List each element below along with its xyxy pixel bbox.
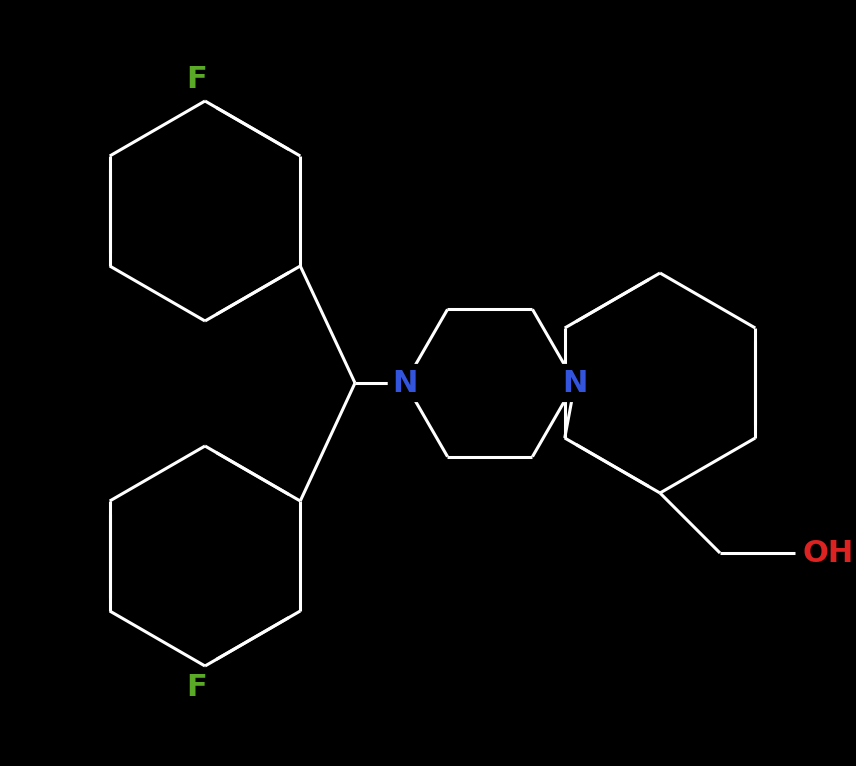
Text: N: N <box>392 368 418 398</box>
Text: N: N <box>562 368 588 398</box>
Text: OH: OH <box>803 538 854 568</box>
Text: F: F <box>187 64 207 93</box>
Text: F: F <box>187 673 207 702</box>
